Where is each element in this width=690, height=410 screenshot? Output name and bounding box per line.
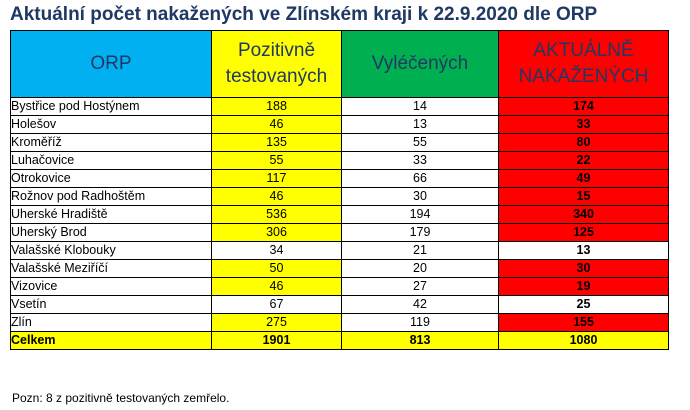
- cell-aktualne: 125: [498, 223, 669, 242]
- header-vylecenych-label: Vyléčených: [371, 53, 469, 74]
- cell-aktualne: 340: [498, 205, 669, 224]
- header-orp: ORP: [10, 30, 212, 98]
- header-aktualne-line1: AKTUÁLNĚ: [533, 40, 634, 61]
- cell-aktualne: 30: [498, 259, 669, 278]
- table-row: Valašské Klobouky 34 21 13: [10, 241, 669, 260]
- cell-orp: Vsetín: [10, 295, 212, 314]
- header-orp-label: ORP: [90, 53, 132, 74]
- table-row: Otrokovice 117 66 49: [10, 169, 669, 188]
- header-aktualne: AKTUÁLNĚ NAKAŽENÝCH: [498, 30, 669, 98]
- cell-pozitivne: 306: [211, 223, 342, 242]
- cell-vylecenych: 119: [341, 313, 499, 332]
- cell-pozitivne: 50: [211, 259, 342, 278]
- cell-orp: Rožnov pod Radhoštěm: [10, 187, 212, 206]
- cell-vylecenych: 21: [341, 241, 499, 260]
- header-pozitivne-line2: testovaných: [225, 66, 328, 87]
- cell-aktualne: 33: [498, 115, 669, 134]
- table-body: Bystřice pod Hostýnem 188 14 174 Holešov 46 13…: [10, 97, 669, 350]
- cell-aktualne: 15: [498, 187, 669, 206]
- cell-vylecenych: 13: [341, 115, 499, 134]
- table-header-row: ORP Pozitivně testovaných Vyléčených AKT…: [10, 30, 669, 98]
- orp-table: ORP Pozitivně testovaných Vyléčených AKT…: [10, 30, 669, 350]
- table-row: Kroměříž 135 55 80: [10, 133, 669, 152]
- cell-pozitivne: 1901: [211, 331, 342, 350]
- cell-pozitivne: 117: [211, 169, 342, 188]
- table-row: Uherské Hradiště 536 194 340: [10, 205, 669, 224]
- cell-vylecenych: 33: [341, 151, 499, 170]
- cell-pozitivne: 34: [211, 241, 342, 260]
- cell-vylecenych: 14: [341, 97, 499, 116]
- cell-aktualne: 19: [498, 277, 669, 296]
- table-row: Holešov 46 13 33: [10, 115, 669, 134]
- header-pozitivne: Pozitivně testovaných: [211, 30, 342, 98]
- cell-pozitivne: 188: [211, 97, 342, 116]
- cell-pozitivne: 135: [211, 133, 342, 152]
- cell-vylecenych: 42: [341, 295, 499, 314]
- cell-aktualne: 1080: [498, 331, 669, 350]
- table-row: Vsetín 67 42 25: [10, 295, 669, 314]
- cell-orp: Holešov: [10, 115, 212, 134]
- cell-aktualne: 174: [498, 97, 669, 116]
- footnote: Pozn: 8 z pozitivně testovaných zemřelo.: [12, 391, 230, 405]
- cell-pozitivne: 67: [211, 295, 342, 314]
- cell-aktualne: 25: [498, 295, 669, 314]
- cell-pozitivne: 275: [211, 313, 342, 332]
- header-pozitivne-line1: Pozitivně: [237, 40, 316, 61]
- cell-orp: Celkem: [10, 331, 212, 350]
- table-row: Vizovice 46 27 19: [10, 277, 669, 296]
- cell-aktualne: 22: [498, 151, 669, 170]
- cell-aktualne: 49: [498, 169, 669, 188]
- cell-vylecenych: 179: [341, 223, 499, 242]
- table-row: Uherský Brod 306 179 125: [10, 223, 669, 242]
- table-row: Bystřice pod Hostýnem 188 14 174: [10, 97, 669, 116]
- cell-aktualne: 13: [498, 241, 669, 260]
- cell-pozitivne: 46: [211, 277, 342, 296]
- table-total-row: Celkem 1901 813 1080: [10, 331, 669, 350]
- cell-aktualne: 80: [498, 133, 669, 152]
- cell-orp: Uherské Hradiště: [10, 205, 212, 224]
- cell-vylecenych: 20: [341, 259, 499, 278]
- cell-orp: Zlín: [10, 313, 212, 332]
- cell-vylecenych: 66: [341, 169, 499, 188]
- cell-orp: Otrokovice: [10, 169, 212, 188]
- cell-vylecenych: 27: [341, 277, 499, 296]
- cell-orp: Kroměříž: [10, 133, 212, 152]
- cell-pozitivne: 536: [211, 205, 342, 224]
- cell-pozitivne: 46: [211, 187, 342, 206]
- table-row: Rožnov pod Radhoštěm 46 30 15: [10, 187, 669, 206]
- header-aktualne-line2: NAKAŽENÝCH: [518, 66, 649, 87]
- cell-orp: Luhačovice: [10, 151, 212, 170]
- cell-pozitivne: 46: [211, 115, 342, 134]
- cell-aktualne: 155: [498, 313, 669, 332]
- cell-orp: Uherský Brod: [10, 223, 212, 242]
- cell-orp: Vizovice: [10, 277, 212, 296]
- cell-orp: Valašské Klobouky: [10, 241, 212, 260]
- header-vylecenych: Vyléčených: [341, 30, 499, 98]
- cell-orp: Bystřice pod Hostýnem: [10, 97, 212, 116]
- cell-vylecenych: 30: [341, 187, 499, 206]
- table-row: Zlín 275 119 155: [10, 313, 669, 332]
- cell-pozitivne: 55: [211, 151, 342, 170]
- cell-vylecenych: 55: [341, 133, 499, 152]
- table-row: Valašské Meziříčí 50 20 30: [10, 259, 669, 278]
- cell-vylecenych: 194: [341, 205, 499, 224]
- cell-orp: Valašské Meziříčí: [10, 259, 212, 278]
- table-row: Luhačovice 55 33 22: [10, 151, 669, 170]
- page-title: Aktuální počet nakažených ve Zlínském kr…: [10, 4, 598, 25]
- cell-vylecenych: 813: [341, 331, 499, 350]
